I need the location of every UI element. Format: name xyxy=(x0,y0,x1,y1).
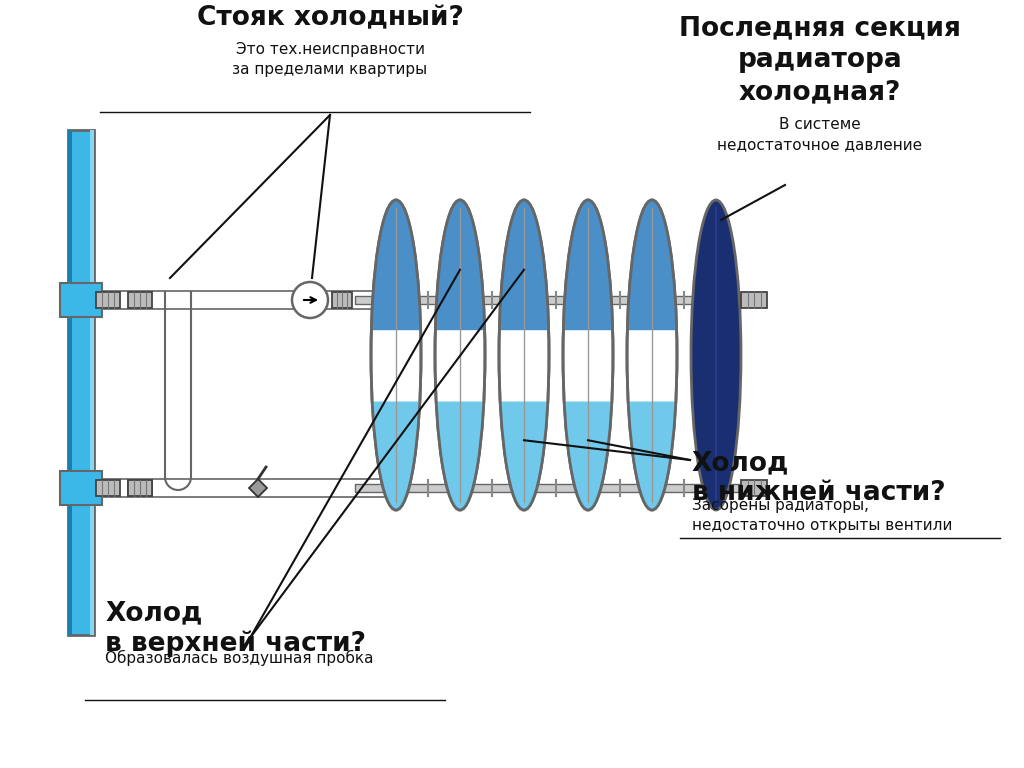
Text: Холод
в верхней части?: Холод в верхней части? xyxy=(105,600,366,657)
Ellipse shape xyxy=(691,200,741,510)
Text: Образовалась воздушная пробка: Образовалась воздушная пробка xyxy=(105,650,374,666)
Ellipse shape xyxy=(499,200,549,510)
Bar xyxy=(96,292,120,308)
Polygon shape xyxy=(499,355,549,510)
Polygon shape xyxy=(627,200,677,355)
Ellipse shape xyxy=(627,200,677,510)
Bar xyxy=(68,130,72,635)
Polygon shape xyxy=(371,200,421,355)
Bar xyxy=(355,296,760,304)
Bar xyxy=(94,479,385,497)
Polygon shape xyxy=(435,200,485,355)
Text: Стояк холодный?: Стояк холодный? xyxy=(197,5,464,31)
Bar xyxy=(60,283,102,317)
Bar xyxy=(90,130,94,635)
Text: В системе
недостаточное давление: В системе недостаточное давление xyxy=(718,117,923,152)
Bar xyxy=(741,292,767,308)
Bar xyxy=(60,471,102,505)
Polygon shape xyxy=(563,355,613,510)
Bar xyxy=(96,480,120,496)
Text: Последняя секция
радиатора
холодная?: Последняя секция радиатора холодная? xyxy=(679,15,961,105)
Bar xyxy=(128,480,152,496)
Polygon shape xyxy=(563,200,613,355)
Polygon shape xyxy=(627,355,677,510)
Text: Это тех.неисправности
за пределами квартиры: Это тех.неисправности за пределами кварт… xyxy=(232,42,428,77)
Bar xyxy=(741,480,767,496)
Bar xyxy=(128,480,152,496)
Polygon shape xyxy=(249,479,267,497)
Circle shape xyxy=(292,282,328,318)
Polygon shape xyxy=(499,200,549,355)
Bar xyxy=(332,292,352,308)
Polygon shape xyxy=(435,355,485,510)
Text: Засорены радиаторы,
недостаточно открыты вентили: Засорены радиаторы, недостаточно открыты… xyxy=(692,498,952,533)
Text: Холод
в нижней части?: Холод в нижней части? xyxy=(692,450,945,506)
Bar xyxy=(128,292,152,308)
Ellipse shape xyxy=(563,200,613,510)
Bar xyxy=(68,130,94,635)
Bar xyxy=(355,484,760,492)
Bar xyxy=(94,291,385,309)
Ellipse shape xyxy=(435,200,485,510)
Polygon shape xyxy=(371,355,421,510)
Ellipse shape xyxy=(371,200,421,510)
